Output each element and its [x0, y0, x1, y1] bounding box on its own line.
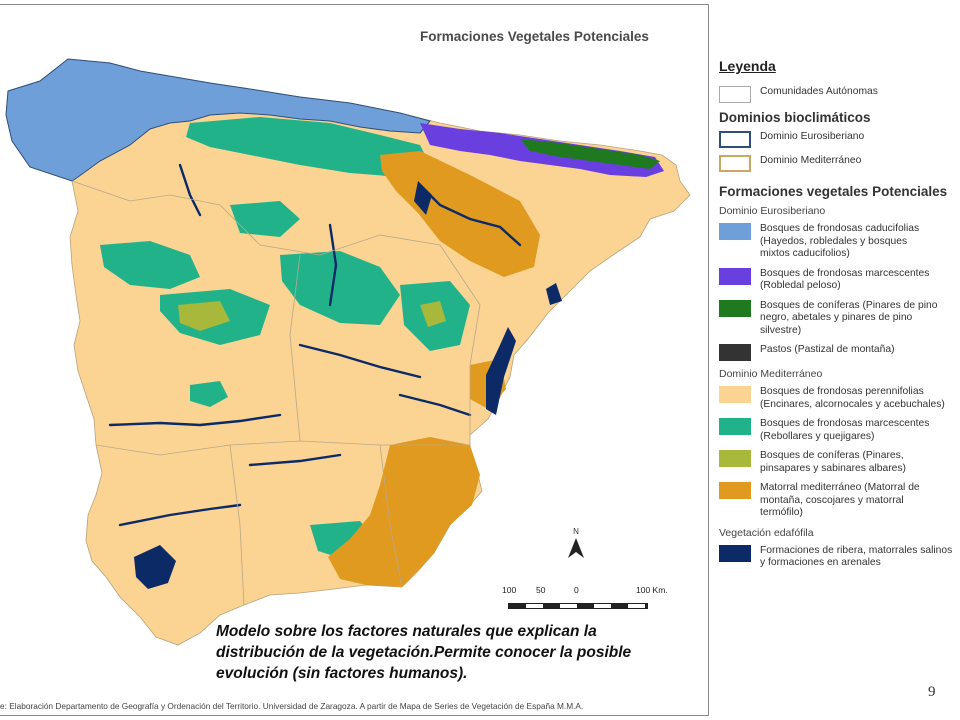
- legend-item: Formaciones de ribera, matorrales salino…: [719, 544, 960, 570]
- scale-label: 0: [574, 585, 579, 595]
- legend-item-dominio-euro: Dominio Eurosiberiano: [719, 131, 960, 148]
- legend-label: Dominio Mediterráneo: [760, 155, 862, 166]
- vegetation-map: [5, 58, 691, 646]
- wetland-zones: [134, 181, 562, 589]
- legend-item: Bosques de coníferas (Pinares de pino ne…: [719, 299, 960, 338]
- coniferas-euro-zone: [520, 139, 660, 169]
- legend-swatch: [719, 386, 751, 403]
- formaciones-title: Formaciones vegetales Potenciales: [719, 184, 948, 199]
- legend-swatch: [719, 344, 751, 361]
- legend: Leyenda Comunidades Autónomas Dominios b…: [719, 58, 960, 577]
- source-text: e: Elaboración Departamento de Geografía…: [0, 701, 584, 711]
- caducifolias-zone: [5, 58, 431, 182]
- dominio-euro-swatch: [719, 131, 751, 148]
- legend-swatch: [719, 544, 751, 562]
- scale-label: 50: [536, 585, 546, 595]
- legend-item-ccaa: Comunidades Autónomas: [719, 86, 960, 103]
- map-title: Formaciones Vegetales Potenciales: [420, 29, 649, 44]
- map-panel: Formaciones Vegetales Potenciales: [0, 4, 709, 716]
- sub-euro: Dominio Eurosiberiano: [719, 205, 826, 217]
- caption-text: Modelo sobre los factores naturales que …: [216, 623, 632, 682]
- legend-swatch: [719, 299, 751, 317]
- legend-item: Bosques de frondosas perennifolias (Enci…: [719, 386, 960, 411]
- legend-swatch: [719, 450, 751, 467]
- legend-label: Bosques de frondosas marcescentes (Roble…: [760, 267, 930, 292]
- legend-swatch: [719, 482, 751, 499]
- legend-item: Bosques de frondosas caducifolias (Hayed…: [719, 223, 960, 261]
- legend-swatch: [719, 418, 751, 435]
- legend-label: Comunidades Autónomas: [760, 86, 878, 97]
- legend-label: Bosques de coníferas (Pinares de pino ne…: [760, 299, 938, 336]
- legend-label: Bosques de frondosas marcescentes (Rebol…: [760, 418, 930, 442]
- north-arrow: N: [566, 527, 586, 565]
- scale-graphic: [508, 603, 648, 609]
- ribera-rivers: [108, 163, 522, 527]
- legend-label: Bosques de frondosas caducifolias (Hayed…: [760, 223, 920, 259]
- legend-label: Bosques de coníferas (Pinares, pinsapare…: [760, 450, 906, 474]
- north-label: N: [573, 527, 579, 536]
- legend-swatch: [719, 223, 751, 240]
- scale-label: 100 Km.: [636, 585, 668, 595]
- legend-item: Bosques de coníferas (Pinares, pinsapare…: [719, 450, 960, 475]
- legend-item: Pastos (Pastizal de montaña): [719, 344, 960, 361]
- page-number: 9: [928, 684, 936, 700]
- legend-title: Leyenda: [719, 58, 776, 74]
- north-arrow-icon: [568, 538, 584, 558]
- scale-bar: 100 50 0 100 Km.: [500, 585, 680, 611]
- legend-label: Pastos (Pastizal de montaña): [760, 344, 895, 355]
- legend-label: Bosques de frondosas perennifolias (Enci…: [760, 386, 945, 410]
- legend-label: Dominio Eurosiberiano: [760, 131, 865, 142]
- legend-item-dominio-med: Dominio Mediterráneo: [719, 155, 960, 172]
- legend-item: Bosques de frondosas marcescentes (Roble…: [719, 267, 960, 293]
- legend-item: Bosques de frondosas marcescentes (Rebol…: [719, 418, 960, 443]
- ccaa-swatch: [719, 86, 751, 103]
- dominios-title: Dominios bioclimáticos: [719, 110, 871, 125]
- scale-label: 100: [502, 585, 517, 595]
- dominio-med-swatch: [719, 155, 751, 172]
- legend-item: Matorral mediterráneo (Matorral de monta…: [719, 482, 960, 520]
- legend-label: Matorral mediterráneo (Matorral de monta…: [760, 482, 920, 518]
- legend-label: Formaciones de ribera, matorrales salino…: [760, 544, 953, 569]
- legend-swatch: [719, 267, 751, 285]
- ccaa-borders: [71, 180, 481, 606]
- sub-med: Dominio Mediterráneo: [719, 368, 823, 380]
- sub-edafo: Vegetación edafófila: [719, 526, 814, 539]
